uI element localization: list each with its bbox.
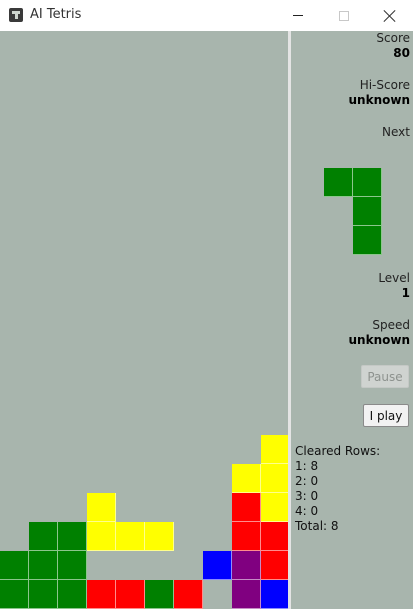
score-label: Score xyxy=(376,31,410,45)
level-value: 1 xyxy=(401,286,410,300)
cleared-rows-title: Cleared Rows: xyxy=(295,444,381,458)
minimize-icon xyxy=(293,15,303,16)
block-cell xyxy=(87,580,116,609)
cleared-doubles: 2: 0 xyxy=(295,474,319,488)
level-label: Level xyxy=(378,271,410,285)
next-piece-cell xyxy=(324,168,353,197)
block-cell xyxy=(261,493,288,522)
maximize-button xyxy=(321,0,367,31)
hiscore-value: unknown xyxy=(348,93,410,107)
block-cell xyxy=(261,522,288,551)
next-label: Next xyxy=(382,125,410,139)
maximize-icon xyxy=(339,10,349,21)
block-cell xyxy=(58,522,87,551)
i-play-button[interactable]: I play xyxy=(363,404,409,427)
block-cell xyxy=(145,580,174,609)
close-icon xyxy=(384,10,396,22)
block-cell xyxy=(29,551,58,580)
block-cell xyxy=(58,551,87,580)
board-divider xyxy=(288,31,291,609)
block-cell xyxy=(232,580,261,609)
tetris-app-icon xyxy=(9,8,23,22)
block-cell xyxy=(232,493,261,522)
block-cell xyxy=(29,580,58,609)
block-cell xyxy=(203,551,232,580)
block-cell xyxy=(261,435,288,464)
next-piece-cell xyxy=(353,168,382,197)
hiscore-label: Hi-Score xyxy=(359,78,410,92)
block-cell xyxy=(0,551,29,580)
block-cell xyxy=(87,493,116,522)
block-cell xyxy=(261,551,288,580)
block-cell xyxy=(87,522,116,551)
block-cell xyxy=(29,522,58,551)
block-cell xyxy=(261,464,288,493)
cleared-tetrises: 4: 0 xyxy=(295,504,319,518)
minimize-button[interactable] xyxy=(275,0,321,31)
next-piece-preview xyxy=(324,168,384,258)
speed-label: Speed xyxy=(372,318,410,332)
window-title: AI Tetris xyxy=(30,7,82,22)
speed-value: unknown xyxy=(348,333,410,347)
block-cell xyxy=(58,580,87,609)
block-cell xyxy=(261,580,288,609)
next-piece-cell xyxy=(353,197,382,226)
block-cell xyxy=(0,580,29,609)
block-cell xyxy=(116,522,145,551)
cleared-triples: 3: 0 xyxy=(295,489,319,503)
block-cell xyxy=(174,580,203,609)
cleared-total: Total: 8 xyxy=(295,519,339,533)
block-cell xyxy=(232,522,261,551)
game-board xyxy=(0,31,288,609)
next-piece-cell xyxy=(353,226,382,255)
side-panel: Score 80 Hi-Score unknown Next Level 1 S… xyxy=(291,31,413,609)
block-cell xyxy=(232,464,261,493)
score-value: 80 xyxy=(393,46,410,60)
block-cell xyxy=(116,580,145,609)
close-button[interactable] xyxy=(367,0,413,31)
block-cell xyxy=(232,551,261,580)
title-bar: AI Tetris xyxy=(0,0,413,31)
pause-button[interactable]: Pause xyxy=(361,365,409,388)
block-cell xyxy=(145,522,174,551)
cleared-rows-stats: Cleared Rows: 1: 8 2: 0 3: 0 4: 0 Total:… xyxy=(295,444,380,534)
cleared-singles: 1: 8 xyxy=(295,459,319,473)
